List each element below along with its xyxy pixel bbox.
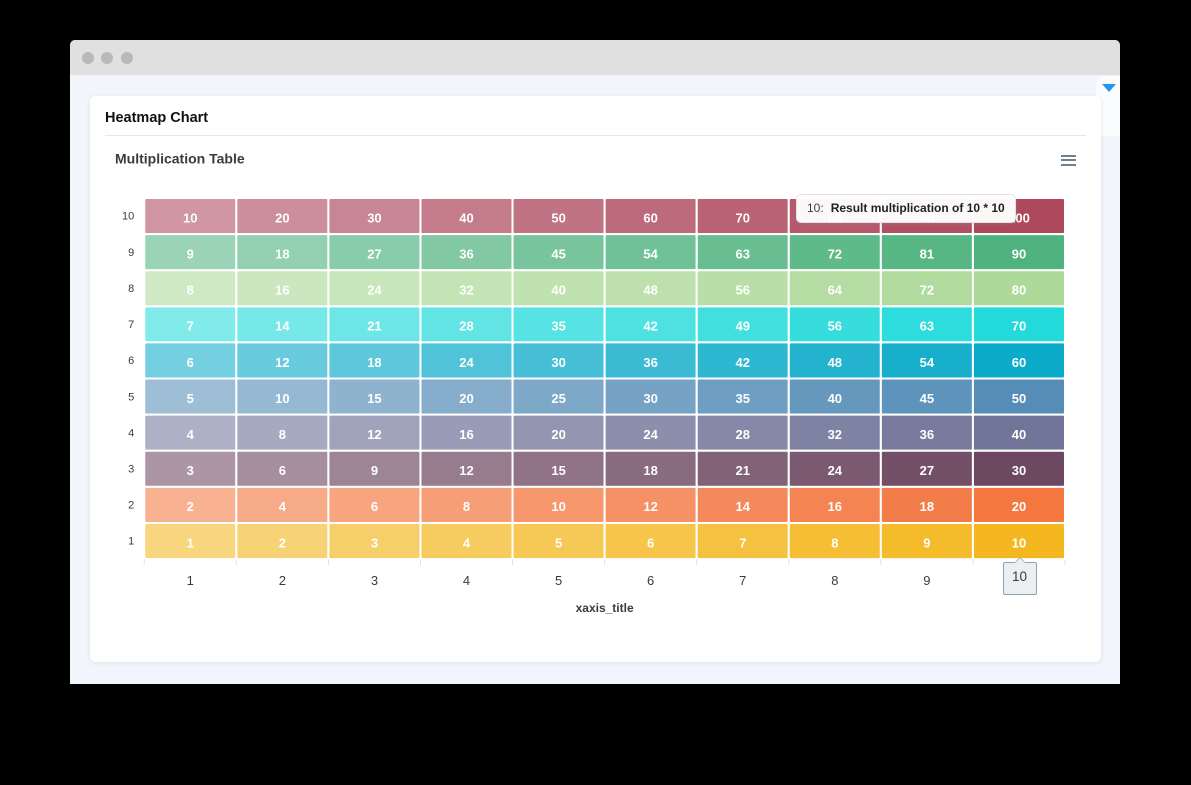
svg-text:22: 22 [128, 500, 134, 512]
svg-text:66: 66 [128, 355, 134, 367]
svg-text:33: 33 [371, 573, 378, 588]
svg-text:55: 55 [128, 391, 134, 403]
svg-text:44: 44 [463, 573, 470, 588]
svg-text:99: 99 [923, 573, 930, 588]
svg-text:11: 11 [187, 573, 194, 588]
svg-text:77: 77 [739, 573, 746, 588]
svg-text:Multiplication Table: Multiplication Table [115, 151, 245, 167]
svg-text:77: 77 [128, 319, 134, 331]
svg-text:55: 55 [555, 573, 562, 588]
svg-text:xaxis_title: xaxis_title [576, 601, 634, 615]
svg-text:22: 22 [279, 573, 286, 588]
svg-text:44: 44 [128, 427, 134, 439]
svg-text:66: 66 [647, 573, 654, 588]
svg-text:99: 99 [128, 247, 134, 259]
svg-text:11: 11 [128, 536, 134, 548]
svg-text:88: 88 [831, 573, 838, 588]
svg-text:88: 88 [128, 283, 134, 295]
svg-text:33: 33 [128, 463, 134, 475]
